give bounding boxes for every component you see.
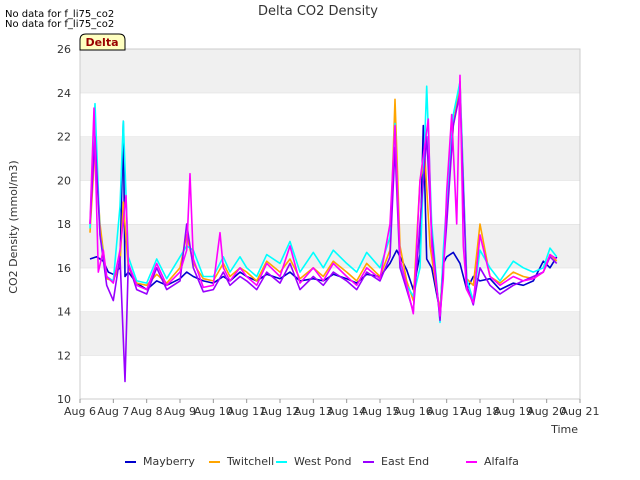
y-tick-label: 14 (57, 306, 71, 319)
x-tick-label: Aug 14 (327, 405, 366, 418)
chart-title: Delta CO2 Density (258, 4, 378, 19)
grid-band (80, 92, 580, 137)
badge-label: Delta (85, 36, 118, 49)
legend-item-east-end: East End (363, 455, 429, 468)
badge-box (79, 33, 126, 51)
x-tick-label: Aug 6 (64, 405, 96, 418)
grid-band (80, 311, 580, 356)
x-tick-label: Aug 21 (561, 405, 600, 418)
y-tick-label: 24 (57, 87, 71, 100)
series-lines (89, 74, 558, 383)
y-tick-label: 12 (57, 349, 71, 362)
x-tick-label: Aug 20 (527, 405, 566, 418)
grid-band (80, 180, 580, 224)
x-tick-label: Aug 18 (461, 405, 500, 418)
legend: Mayberry Twitchell West Pond East End Alfalf… (125, 455, 519, 468)
legend-item-west-pond: West Pond (276, 455, 351, 468)
legend-label: Alfalfa (484, 455, 519, 468)
legend-label: Mayberry (143, 455, 195, 468)
x-tick-label: Aug 10 (194, 405, 233, 418)
y-tick-label: 22 (57, 131, 71, 144)
y-tick-label: 18 (57, 218, 71, 231)
y-axis-label: CO2 Density (mmol/m3) (7, 160, 20, 293)
y-tick-label: 16 (57, 262, 71, 275)
x-tick-label: Aug 13 (294, 405, 333, 418)
delta-badge: Delta (79, 33, 126, 51)
grid-bands (80, 48, 580, 399)
y-tick-label: 26 (57, 43, 71, 56)
x-tick-label: Aug 15 (361, 405, 400, 418)
x-tick-label: Aug 19 (494, 405, 533, 418)
legend-label: West Pond (294, 455, 351, 468)
x-tick-label: Aug 11 (227, 405, 266, 418)
y-tick-label: 20 (57, 174, 71, 187)
grid-band (80, 267, 580, 312)
grid-band (80, 224, 580, 268)
no-data-note-2: No data for f_li75_co2 (5, 19, 115, 30)
grid-band (80, 49, 580, 93)
series-line-alfalfa (89, 74, 558, 317)
x-tick-label: Aug 17 (427, 405, 466, 418)
x-tick-label: Aug 9 (164, 405, 196, 418)
grid-band (80, 355, 580, 399)
legend-item-mayberry: Mayberry (125, 455, 195, 468)
x-tick-label: Aug 12 (261, 405, 300, 418)
legend-label: East End (381, 455, 429, 468)
y-tick-label: 10 (57, 393, 71, 406)
legend-item-twitchell: Twitchell (209, 455, 274, 468)
legend-item-alfalfa: Alfalfa (466, 455, 519, 468)
x-tick-label: Aug 8 (131, 405, 163, 418)
legend-label: Twitchell (226, 455, 274, 468)
plot-frame (79, 48, 581, 400)
y-axis-ticks: 10 12 14 16 18 20 22 24 26 (57, 43, 71, 406)
x-tick-label: Aug 7 (97, 405, 129, 418)
x-axis-label: Time (550, 423, 578, 436)
series-line-west-pond (89, 81, 558, 324)
x-tick-label: Aug 16 (394, 405, 433, 418)
no-data-note-1: No data for f_li75_co2 (5, 9, 115, 20)
grid-band (80, 136, 580, 181)
